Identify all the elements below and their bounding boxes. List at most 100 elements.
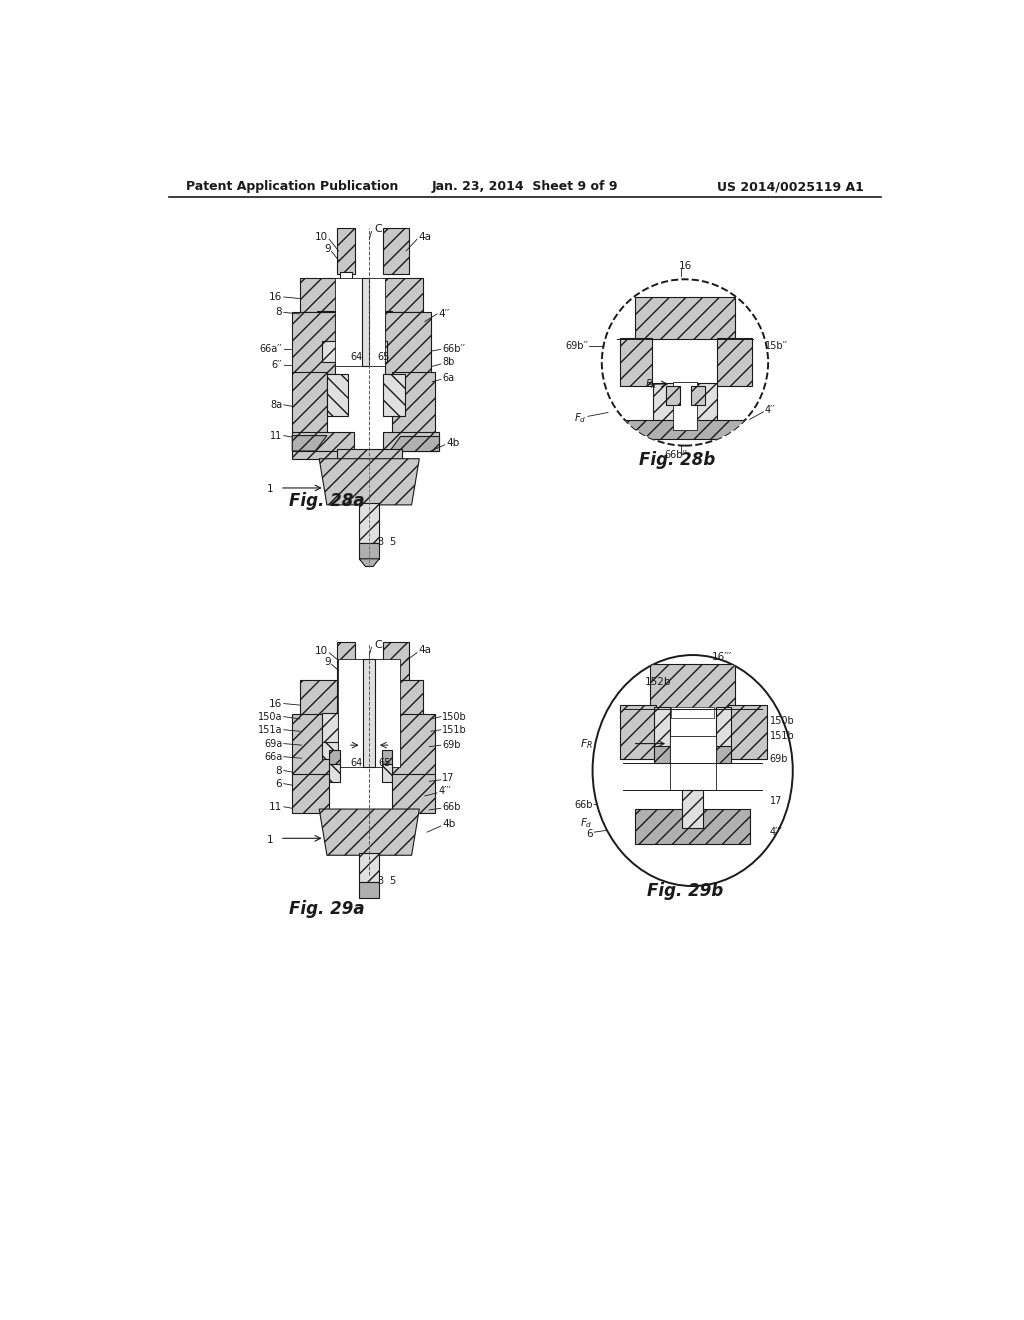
- Text: 64: 64: [350, 758, 362, 768]
- Bar: [392, 372, 435, 436]
- Text: 4′′′: 4′′′: [770, 828, 782, 837]
- Bar: [373, 341, 387, 363]
- Text: 150b: 150b: [442, 711, 467, 722]
- Bar: [364, 659, 376, 767]
- Bar: [635, 809, 751, 843]
- Circle shape: [602, 280, 768, 446]
- Text: 150b: 150b: [770, 715, 795, 726]
- Bar: [716, 746, 731, 763]
- Polygon shape: [359, 558, 379, 566]
- Bar: [382, 763, 392, 781]
- Bar: [330, 750, 340, 766]
- Text: 152b: 152b: [645, 677, 672, 686]
- Text: 69b: 69b: [442, 741, 461, 750]
- Text: 64: 64: [350, 352, 362, 362]
- Bar: [371, 715, 392, 726]
- Bar: [671, 708, 714, 718]
- Text: 66b: 66b: [442, 801, 461, 812]
- Bar: [292, 313, 335, 374]
- Text: 11: 11: [270, 430, 283, 441]
- Text: Fig. 29b: Fig. 29b: [647, 883, 723, 900]
- Text: 4a: 4a: [419, 644, 431, 655]
- Text: 65: 65: [379, 758, 391, 768]
- Polygon shape: [319, 809, 419, 855]
- Bar: [322, 713, 339, 743]
- Text: 66b: 66b: [574, 800, 593, 810]
- Bar: [316, 715, 337, 726]
- Bar: [383, 227, 410, 275]
- Bar: [340, 272, 352, 284]
- Text: $F_R$: $F_R$: [580, 737, 593, 751]
- Bar: [650, 664, 735, 709]
- Text: Patent Application Publication: Patent Application Publication: [186, 181, 398, 194]
- Bar: [682, 789, 703, 829]
- Text: 15b′′: 15b′′: [765, 341, 788, 351]
- Bar: [670, 737, 716, 789]
- Bar: [361, 277, 370, 367]
- Bar: [666, 385, 680, 405]
- Bar: [327, 374, 348, 416]
- Bar: [654, 746, 670, 763]
- Bar: [292, 714, 335, 776]
- Text: 16: 16: [269, 698, 283, 709]
- Text: 66a′′: 66a′′: [259, 345, 283, 354]
- Bar: [300, 277, 337, 313]
- Text: 8a: 8a: [270, 400, 283, 409]
- Polygon shape: [319, 459, 419, 506]
- Bar: [383, 742, 400, 759]
- Text: 69b: 69b: [770, 754, 788, 764]
- Text: 4′′: 4′′: [438, 309, 450, 319]
- Bar: [337, 227, 355, 275]
- Text: 66b′′: 66b′′: [442, 345, 466, 354]
- Text: 9: 9: [325, 657, 331, 667]
- Text: 8b: 8b: [442, 358, 455, 367]
- Bar: [654, 708, 670, 747]
- Text: C: C: [374, 224, 382, 234]
- Bar: [340, 681, 352, 689]
- Bar: [292, 372, 327, 436]
- Bar: [652, 383, 717, 425]
- Text: 6: 6: [275, 779, 283, 788]
- Text: 16: 16: [269, 292, 283, 302]
- Bar: [635, 297, 735, 339]
- Text: Jan. 23, 2014  Sheet 9 of 9: Jan. 23, 2014 Sheet 9 of 9: [431, 181, 618, 194]
- Bar: [335, 277, 385, 367]
- Bar: [382, 750, 392, 766]
- Text: 16: 16: [678, 261, 691, 271]
- Text: 150a: 150a: [258, 711, 283, 722]
- Bar: [691, 385, 705, 405]
- Text: 1: 1: [266, 834, 273, 845]
- Text: 65: 65: [377, 352, 389, 362]
- Bar: [620, 420, 751, 440]
- Bar: [292, 432, 354, 451]
- Text: 10: 10: [314, 647, 328, 656]
- Bar: [385, 714, 435, 776]
- Text: 69b′′: 69b′′: [565, 341, 588, 351]
- Bar: [292, 775, 330, 813]
- Text: 11: 11: [269, 801, 283, 812]
- Polygon shape: [292, 436, 327, 451]
- Bar: [383, 681, 423, 717]
- Text: 4b: 4b: [442, 820, 456, 829]
- Text: $F_d$: $F_d$: [580, 816, 593, 830]
- Text: 4a: 4a: [419, 232, 431, 242]
- Bar: [728, 705, 767, 759]
- Bar: [383, 277, 423, 313]
- Text: Fig. 29a: Fig. 29a: [289, 900, 365, 919]
- Bar: [620, 338, 652, 385]
- Text: 151b: 151b: [770, 731, 795, 741]
- Text: 17: 17: [770, 796, 782, 807]
- Polygon shape: [359, 882, 379, 898]
- Bar: [383, 374, 404, 416]
- Text: 5: 5: [389, 537, 395, 546]
- Text: 3: 3: [378, 875, 384, 886]
- Text: US 2014/0025119 A1: US 2014/0025119 A1: [717, 181, 863, 194]
- Text: 4b: 4b: [446, 438, 460, 449]
- Polygon shape: [292, 451, 354, 459]
- Text: $F_R$: $F_R$: [645, 378, 657, 391]
- Bar: [322, 341, 337, 363]
- Text: 17: 17: [442, 774, 455, 783]
- Bar: [339, 659, 400, 767]
- Text: 1: 1: [266, 484, 273, 495]
- Bar: [330, 763, 340, 781]
